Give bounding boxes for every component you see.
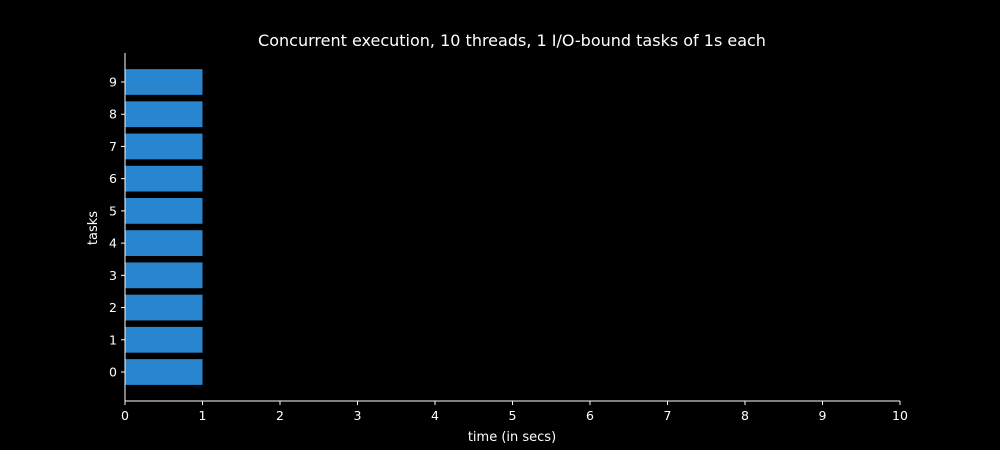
bar-task-4 — [125, 230, 203, 256]
x-tick-label-7: 7 — [664, 408, 672, 423]
y-tick-label-8: 8 — [109, 107, 117, 122]
bar-task-2 — [125, 294, 203, 321]
bar-task-8 — [125, 101, 203, 128]
bar-task-9 — [125, 69, 203, 95]
y-tick-label-7: 7 — [109, 139, 117, 154]
x-tick-label-10: 10 — [892, 408, 908, 423]
x-tick-label-3: 3 — [354, 408, 362, 423]
x-tick-label-8: 8 — [741, 408, 749, 423]
x-ticks-group: 0 1 2 3 4 5 6 7 8 9 10 — [121, 401, 908, 423]
bar-task-6 — [125, 165, 203, 192]
bar-task-7 — [125, 133, 203, 160]
bars-group — [125, 69, 203, 385]
x-tick-label-2: 2 — [276, 408, 284, 423]
bar-task-1 — [125, 326, 203, 353]
x-tick-label-5: 5 — [509, 408, 517, 423]
y-tick-label-4: 4 — [109, 236, 117, 251]
x-tick-label-6: 6 — [586, 408, 594, 423]
bar-task-5 — [125, 198, 203, 224]
x-axis-label: time (in secs) — [468, 430, 556, 445]
y-tick-label-2: 2 — [109, 300, 117, 315]
x-tick-label-1: 1 — [199, 408, 207, 423]
chart-title: Concurrent execution, 10 threads, 1 I/O-… — [258, 31, 766, 50]
y-tick-label-9: 9 — [109, 75, 117, 90]
y-tick-label-5: 5 — [109, 203, 117, 218]
x-tick-label-0: 0 — [121, 408, 129, 423]
bar-task-3 — [125, 262, 203, 289]
bar-task-0 — [125, 359, 203, 385]
y-tick-label-3: 3 — [109, 268, 117, 283]
y-ticks-group: 0 1 2 3 4 5 6 7 8 9 — [109, 75, 125, 380]
x-tick-label-9: 9 — [819, 408, 827, 423]
y-tick-label-0: 0 — [109, 365, 117, 380]
y-tick-label-1: 1 — [109, 332, 117, 347]
y-axis-label: tasks — [86, 211, 101, 245]
x-tick-label-4: 4 — [431, 408, 439, 423]
y-tick-label-6: 6 — [109, 171, 117, 186]
